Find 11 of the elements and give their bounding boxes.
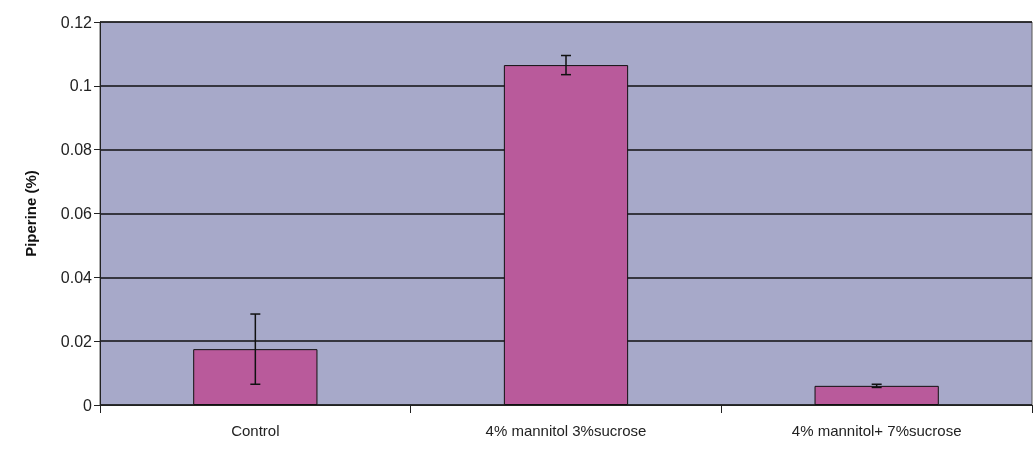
y-tick-label: 0.02 [60, 332, 93, 350]
y-axis-title: Piperine (%) [22, 170, 39, 257]
y-tick-label: 0.08 [60, 141, 93, 159]
y-tick-label: 0.04 [60, 268, 93, 286]
x-tick-label: 4% mannitol+ 7%sucrose [791, 422, 962, 439]
y-tick-label: 0.1 [69, 77, 93, 95]
x-tick-label: Control [231, 422, 280, 439]
y-tick-label: 0 [83, 396, 93, 414]
y-tick-label: 0.06 [60, 205, 93, 222]
y-tick-label: 0.12 [60, 13, 93, 31]
x-tick-label: 4% mannitol 3%sucrose [485, 422, 647, 439]
